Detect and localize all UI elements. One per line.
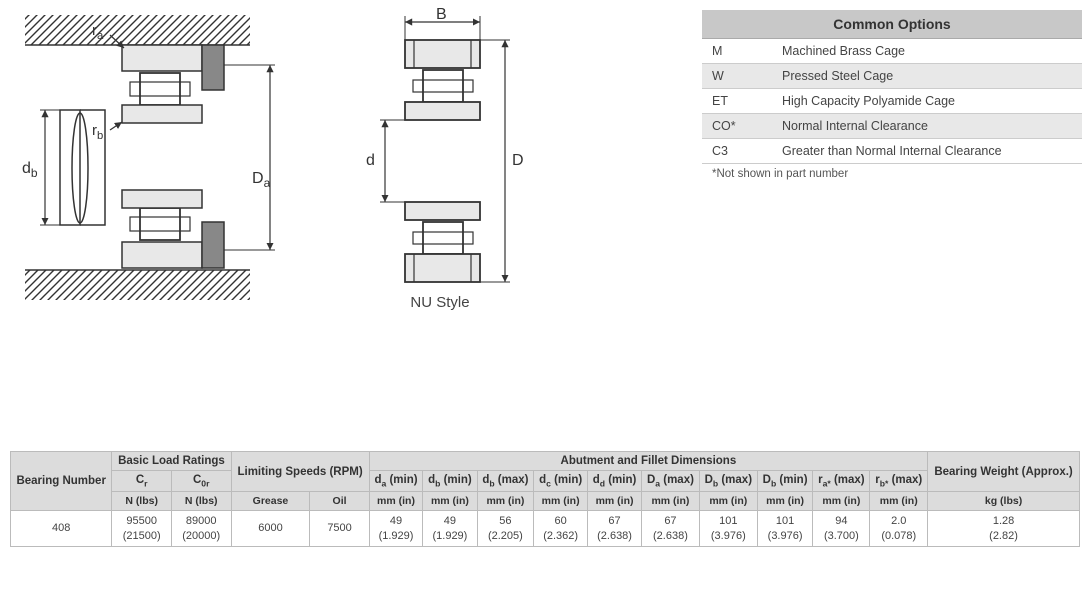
col-rb-max: rb* (max) xyxy=(870,471,928,492)
db-label: db xyxy=(22,160,38,180)
cell-oil: 7500 xyxy=(310,511,369,547)
option-code: C3 xyxy=(702,139,772,164)
option-code: W xyxy=(702,64,772,89)
col-cr: Cr xyxy=(112,471,172,492)
unit-grease: Grease xyxy=(231,492,310,511)
cell-dd-min: 67(2.638) xyxy=(587,511,641,547)
B-label: B xyxy=(436,6,447,24)
cell-number: 408 xyxy=(11,511,112,547)
col-bearing-number: Bearing Number xyxy=(11,452,112,511)
cell-rb-max: 2.0(0.078) xyxy=(870,511,928,547)
col-dd-min: dd (min) xyxy=(587,471,641,492)
options-title: Common Options xyxy=(702,10,1082,39)
d-label: d xyxy=(366,152,375,170)
col-basic-load: Basic Load Ratings xyxy=(112,452,231,471)
ra-label: ra xyxy=(92,22,103,42)
unit-oil: Oil xyxy=(310,492,369,511)
cell-cr: 95500(21500) xyxy=(112,511,172,547)
cell-db-min: 49(1.929) xyxy=(423,511,477,547)
diagram-nu-style: B d D NU Style xyxy=(350,10,530,311)
unit-mm-in: mm (in) xyxy=(813,492,870,511)
cell-Da-max: 67(2.638) xyxy=(642,511,700,547)
unit-kg-lbs: kg (lbs) xyxy=(928,492,1080,511)
options-footnote: *Not shown in part number xyxy=(702,164,1082,184)
option-desc: Greater than Normal Internal Clearance xyxy=(772,139,1082,164)
unit-mm-in: mm (in) xyxy=(757,492,812,511)
unit-mm-in: mm (in) xyxy=(587,492,641,511)
unit-mm-in: mm (in) xyxy=(534,492,588,511)
nu-caption: NU Style xyxy=(350,294,530,311)
col-limiting-speeds: Limiting Speeds (RPM) xyxy=(231,452,369,492)
D-label: D xyxy=(512,152,524,170)
col-Db-min: Db (min) xyxy=(757,471,812,492)
option-code: ET xyxy=(702,89,772,114)
unit-mm-in: mm (in) xyxy=(423,492,477,511)
option-desc: Normal Internal Clearance xyxy=(772,114,1082,139)
cell-dc-min: 60(2.362) xyxy=(534,511,588,547)
col-weight: Bearing Weight (Approx.) xyxy=(928,452,1080,492)
option-code: CO* xyxy=(702,114,772,139)
option-desc: Pressed Steel Cage xyxy=(772,64,1082,89)
cell-weight: 1.28(2.82) xyxy=(928,511,1080,547)
cell-Db-max: 101(3.976) xyxy=(699,511,757,547)
unit-n-lbs: N (lbs) xyxy=(171,492,231,511)
col-ra-max: ra* (max) xyxy=(813,471,870,492)
table-row: 408 95500(21500) 89000(20000) 6000 7500 … xyxy=(11,511,1080,547)
cell-ra-max: 94(3.700) xyxy=(813,511,870,547)
option-desc: High Capacity Polyamide Cage xyxy=(772,89,1082,114)
col-dc-min: dc (min) xyxy=(534,471,588,492)
col-db-min: db (min) xyxy=(423,471,477,492)
option-code: M xyxy=(702,39,772,64)
unit-mm-in: mm (in) xyxy=(870,492,928,511)
col-da-min: da (min) xyxy=(369,471,423,492)
cell-grease: 6000 xyxy=(231,511,310,547)
col-Db-max: Db (max) xyxy=(699,471,757,492)
option-desc: Machined Brass Cage xyxy=(772,39,1082,64)
Da-label: Da xyxy=(252,170,270,190)
col-abutment: Abutment and Fillet Dimensions xyxy=(369,452,927,471)
bearing-data-table: Bearing Number Basic Load Ratings Limiti… xyxy=(10,451,1080,547)
rb-label: rb xyxy=(92,122,103,142)
cell-da-min: 49(1.929) xyxy=(369,511,423,547)
unit-mm-in: mm (in) xyxy=(477,492,534,511)
options-table: Common Options MMachined Brass Cage WPre… xyxy=(702,10,1082,164)
cell-db-max: 56(2.205) xyxy=(477,511,534,547)
unit-n-lbs: N (lbs) xyxy=(112,492,172,511)
col-cor: C0r xyxy=(171,471,231,492)
col-Da-max: Da (max) xyxy=(642,471,700,492)
diagram-mounted: ra rb db Da xyxy=(10,10,300,310)
cell-Db-min: 101(3.976) xyxy=(757,511,812,547)
cell-cor: 89000(20000) xyxy=(171,511,231,547)
col-db-max: db (max) xyxy=(477,471,534,492)
unit-mm-in: mm (in) xyxy=(699,492,757,511)
options-panel: Common Options MMachined Brass Cage WPre… xyxy=(702,10,1082,184)
unit-mm-in: mm (in) xyxy=(369,492,423,511)
unit-mm-in: mm (in) xyxy=(642,492,700,511)
